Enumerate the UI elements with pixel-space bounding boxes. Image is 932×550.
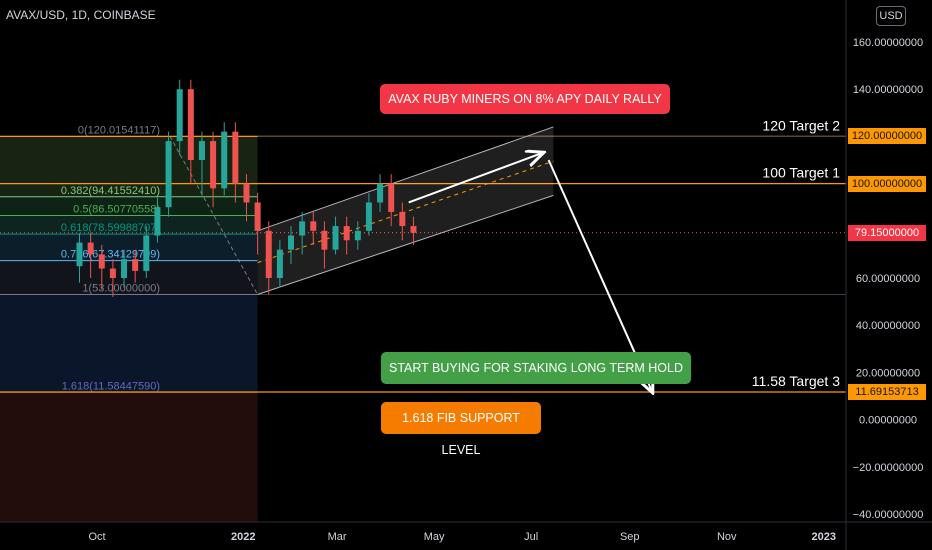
- time-tick-label: 2022: [231, 531, 255, 543]
- candle-body: [176, 89, 183, 142]
- fib-label: 1.618(11.58447590): [62, 380, 160, 392]
- fib-label: 0(120.01541117): [78, 124, 160, 136]
- symbol-title[interactable]: AVAX/USD, 1D, COINBASE: [6, 8, 156, 22]
- projection-arrow: [408, 153, 543, 204]
- price-tag: 11.69153713: [848, 384, 926, 400]
- candle-body: [154, 207, 161, 236]
- currency-button[interactable]: USD: [876, 6, 906, 26]
- fib-zone: [0, 196, 258, 216]
- candle-body: [187, 89, 194, 160]
- candle-body: [288, 235, 295, 250]
- fib-zone: [0, 234, 258, 261]
- time-tick-label: 2023: [811, 531, 835, 543]
- candle-body: [132, 259, 139, 271]
- candle-body: [254, 202, 261, 231]
- candle-body: [365, 202, 372, 231]
- fib-zone: [0, 260, 258, 295]
- callout-rally: AVAX RUBY MINERS ON 8% APY DAILY RALLY: [380, 84, 670, 114]
- fib-zone: [0, 392, 258, 522]
- candle-body: [276, 249, 283, 278]
- price-tag: 100.00000000: [848, 175, 926, 192]
- time-axis: Oct 2022 Mar May Jul Sep Nov 2023: [88, 531, 836, 543]
- target-lines: [0, 135, 846, 393]
- candle-body: [76, 242, 83, 267]
- time-tick-label: Nov: [717, 531, 737, 543]
- callout-buy: START BUYING FOR STAKING LONG TERM HOLD: [381, 352, 691, 384]
- time-tick-label: Jul: [524, 531, 538, 543]
- fib-label: 1(53.00000000): [82, 283, 160, 295]
- channel-fill: [257, 126, 554, 295]
- price-channel: [257, 126, 554, 295]
- candle-body: [332, 226, 339, 250]
- candle-body: [109, 268, 116, 278]
- channel-upper-line: [257, 126, 554, 232]
- price-tag: 120.00000000: [848, 128, 926, 145]
- time-tick-label: Sep: [620, 531, 640, 543]
- fib-label: 0.5(86.50770558): [73, 203, 160, 215]
- candle-body: [265, 230, 272, 278]
- candle-body: [399, 211, 406, 227]
- price-tick-label: 40.00000000: [856, 320, 920, 332]
- candle-body: [98, 254, 105, 269]
- candle-body: [121, 259, 128, 278]
- target-label: 120 Target 2: [762, 117, 840, 133]
- candle-body: [143, 235, 150, 271]
- candle-body: [198, 141, 205, 160]
- price-tick-label: 0.00000000: [859, 415, 917, 427]
- candle-body: [210, 141, 217, 189]
- target-label: 11.58 Target 3: [752, 373, 840, 389]
- fib-label: 0.382(94.41552410): [61, 185, 160, 197]
- channel-lower-line: [257, 194, 554, 295]
- candle-body: [377, 183, 384, 203]
- price-tick-label: −20.00000000: [853, 462, 924, 474]
- price-tick-label: −40.00000000: [853, 509, 924, 521]
- candle-body: [243, 183, 250, 203]
- time-tick-label: Mar: [328, 531, 347, 543]
- candle-body: [232, 131, 239, 184]
- target-label: 100 Target 1: [762, 165, 840, 181]
- candle-body: [299, 221, 306, 236]
- target-labels: 120 Target 2 100 Target 1 11.58 Target 3: [752, 117, 840, 389]
- candle-body: [388, 183, 395, 212]
- candle-body: [87, 242, 94, 255]
- candle-body: [221, 131, 228, 189]
- price-tick-label: 160.00000000: [853, 37, 923, 49]
- candle-body: [410, 226, 417, 233]
- price-tick-label: 60.00000000: [856, 273, 920, 285]
- callout-fib-support: 1.618 FIB SUPPORT LEVEL: [381, 402, 541, 457]
- fib-zone: [0, 215, 258, 235]
- candle-body: [343, 226, 350, 241]
- candle-body: [165, 141, 172, 208]
- fib-label: 0.618(78.59988707): [61, 222, 160, 234]
- price-axis: 160.00000000 140.00000000 60.00000000 40.00…: [853, 37, 924, 521]
- fib-zone: [0, 294, 258, 393]
- price-tick-label: 140.00000000: [853, 84, 923, 96]
- time-tick-label: May: [424, 531, 445, 543]
- price-tag: 79.15000000: [848, 224, 926, 241]
- price-tick-label: 20.00000000: [856, 367, 920, 379]
- candle-body: [321, 230, 328, 250]
- candle-body: [310, 221, 317, 231]
- candle-body: [354, 230, 361, 241]
- candles: [76, 79, 417, 297]
- fib-trend-line: [169, 136, 259, 295]
- time-tick-label: Oct: [88, 531, 105, 543]
